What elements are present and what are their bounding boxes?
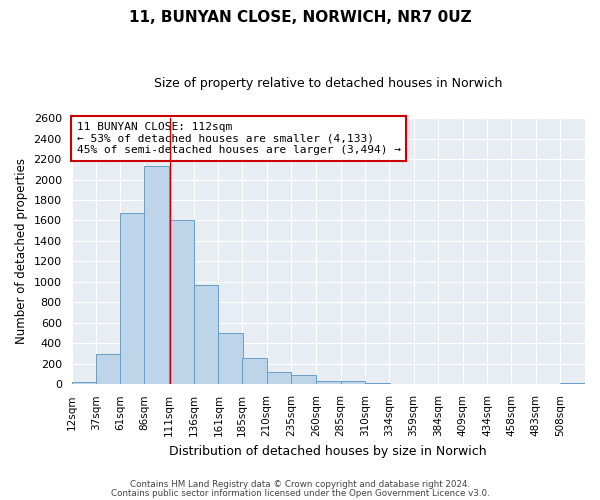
Bar [560,383,585,384]
Bar [145,166,169,384]
Bar [96,354,121,384]
X-axis label: Distribution of detached houses by size in Norwich: Distribution of detached houses by size … [169,444,487,458]
Bar [266,372,292,384]
Text: Contains public sector information licensed under the Open Government Licence v3: Contains public sector information licen… [110,488,490,498]
Bar [292,374,316,384]
Title: Size of property relative to detached houses in Norwich: Size of property relative to detached ho… [154,78,502,90]
Text: 11 BUNYAN CLOSE: 112sqm
← 53% of detached houses are smaller (4,133)
45% of semi: 11 BUNYAN CLOSE: 112sqm ← 53% of detache… [77,122,401,155]
Bar [341,380,365,384]
Bar [120,214,145,384]
Bar [169,220,194,384]
Bar [242,358,266,384]
Bar [365,383,390,384]
Bar [316,381,341,384]
Text: Contains HM Land Registry data © Crown copyright and database right 2024.: Contains HM Land Registry data © Crown c… [130,480,470,489]
Bar [218,332,243,384]
Text: 11, BUNYAN CLOSE, NORWICH, NR7 0UZ: 11, BUNYAN CLOSE, NORWICH, NR7 0UZ [128,10,472,25]
Bar [194,285,218,384]
Bar [71,382,96,384]
Y-axis label: Number of detached properties: Number of detached properties [15,158,28,344]
